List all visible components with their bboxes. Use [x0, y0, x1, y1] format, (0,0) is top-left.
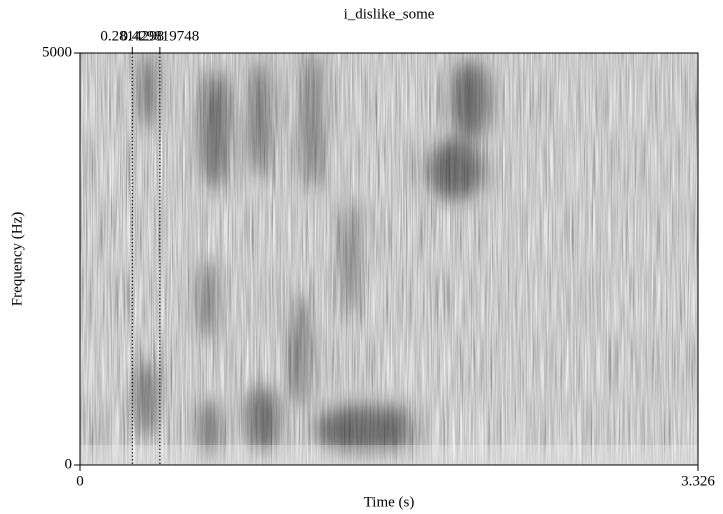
y-tick-label: 0	[65, 456, 73, 472]
spectrogram-image	[80, 53, 698, 465]
x-tick-label: 0	[76, 473, 84, 489]
x-axis-label: Time (s)	[364, 494, 415, 510]
x-tick-label: 3.326	[681, 473, 715, 489]
chart-title: i_dislike_some	[344, 6, 435, 22]
y-axis-label: Frequency (Hz)	[9, 212, 25, 307]
cursor-label: 0.2814298	[100, 28, 164, 44]
y-tick-label: 5000	[42, 44, 72, 60]
plot-frame	[79, 52, 699, 466]
cursor-label: 0.429819748	[120, 28, 199, 44]
